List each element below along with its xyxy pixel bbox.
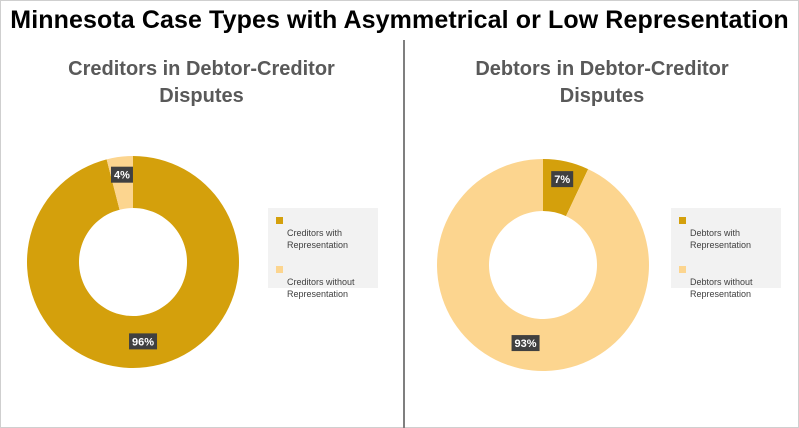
legend-swatch [276, 217, 283, 224]
legend-swatch [276, 266, 283, 273]
chart-panel-creditors: Creditors in Debtor-Creditor Disputes 96… [0, 40, 403, 426]
data-label: 96% [129, 333, 158, 350]
data-label-text: 4% [114, 170, 130, 182]
chart-title: Debtors in Debtor-Creditor Disputes [405, 56, 799, 110]
panel-divider [403, 40, 405, 428]
data-label-box [110, 166, 133, 183]
main-title: Minnesota Case Types with Asymmetrical o… [10, 6, 789, 34]
legend-label: Creditors without Representation [287, 277, 355, 299]
legend-label: Creditors with Representation [287, 228, 349, 250]
data-label: 7% [551, 171, 574, 188]
data-label-text: 7% [554, 174, 570, 186]
chart-title-line: Disputes [559, 85, 645, 107]
donut-chart-debtors: 7% 93% [437, 159, 649, 371]
legend-item-creditors-without-representation: Creditors without Representation [276, 264, 370, 300]
data-label-box [511, 335, 540, 352]
legend: Creditors with Representation Creditors w… [268, 208, 378, 299]
chart-panel-debtors: Debtors in Debtor-Creditor Disputes 7% 93… [405, 40, 799, 426]
legend-item-debtors-without-representation: Debtors without Representation [679, 264, 773, 300]
legend-label: Debtors with Representation [690, 228, 752, 250]
legend-swatch [679, 217, 686, 224]
data-label-box [551, 171, 574, 188]
data-label-box [129, 333, 158, 350]
chart-title-line: Disputes [159, 85, 244, 107]
legend-swatch [679, 266, 686, 273]
legend-item-debtors-with-representation: Debtors with Representation [679, 215, 773, 251]
donut-slice [26, 156, 240, 369]
data-label: 93% [511, 335, 540, 352]
data-label: 4% [110, 166, 133, 183]
legend-item-creditors-with-representation: Creditors with Representation [276, 215, 370, 251]
data-label-text: 96% [132, 336, 154, 348]
data-label-text: 93% [515, 338, 537, 350]
chart-title-line: Creditors in Debtor-Creditor [68, 58, 335, 80]
legend: Debtors with Representation Debtors witho… [671, 208, 781, 299]
chart-title-line: Debtors in Debtor-Creditor [475, 58, 729, 80]
legend-label: Debtors without Representation [690, 277, 753, 299]
chart-title: Creditors in Debtor-Creditor Disputes [0, 56, 403, 110]
donut-slice [437, 159, 649, 371]
donut-chart-creditors: 96% 4% [26, 156, 240, 369]
